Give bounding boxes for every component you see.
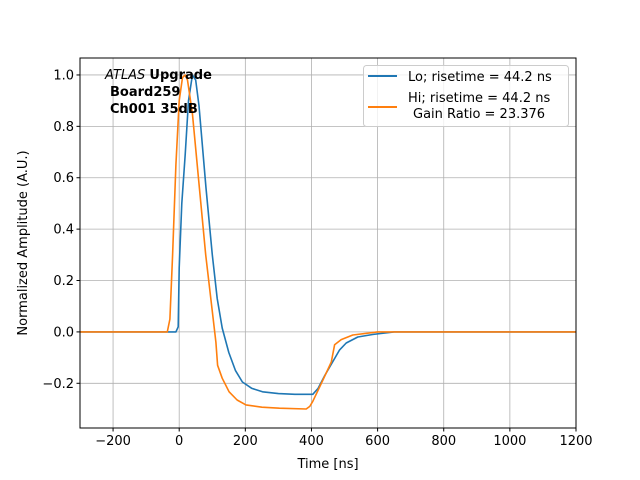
y-tick-label: 0.2 <box>53 274 74 289</box>
x-tick-label: −200 <box>95 434 131 449</box>
y-tick-label: 0.8 <box>53 120 74 135</box>
x-tick-label: 0 <box>175 434 183 449</box>
legend-box <box>363 65 569 127</box>
annotation-channel: Ch001 35dB <box>110 102 198 117</box>
ticks: −200 0 200 400 600 800 1000 1200 −0.2 0.0 0.2 0.4 0.… <box>42 68 592 449</box>
x-tick-label: 600 <box>365 434 390 449</box>
y-axis-label: Normalized Amplitude (A.U.) <box>16 150 31 335</box>
annotation-board: Board259 <box>110 85 180 100</box>
legend-label-gain-ratio: Gain Ratio = 23.376 <box>413 107 545 122</box>
y-tick-label: 1.0 <box>53 68 74 83</box>
x-tick-label: 1000 <box>493 434 526 449</box>
y-tick-label: 0.6 <box>53 171 74 186</box>
annotation-atlas: ATLAS <box>104 68 145 83</box>
x-tick-label: 200 <box>233 434 258 449</box>
legend-label-lo: Lo; risetime = 44.2 ns <box>408 70 552 85</box>
legend-label-hi: Hi; risetime = 44.2 ns <box>408 91 550 106</box>
axes-frame <box>79 57 577 429</box>
x-tick-label: 1200 <box>559 434 592 449</box>
svg-text:ATLAS Upgrade: ATLAS Upgrade <box>104 68 212 83</box>
x-axis-label: Time [ns] <box>296 457 358 472</box>
x-tick-label: 400 <box>299 434 324 449</box>
series-lines <box>80 74 576 410</box>
y-tick-label: 0.0 <box>53 325 74 340</box>
series-line-lo <box>80 74 576 396</box>
annotation-upgrade: Upgrade <box>149 68 212 83</box>
legend: Lo; risetime = 44.2 ns Hi; risetime = 44… <box>363 65 569 127</box>
atlas-annotation: ATLAS Upgrade Board259 Ch001 35dB <box>104 68 212 117</box>
y-tick-label: −0.2 <box>42 377 74 392</box>
series-line-hi <box>80 74 576 410</box>
y-tick-label: 0.4 <box>53 223 74 238</box>
x-tick-label: 800 <box>431 434 456 449</box>
